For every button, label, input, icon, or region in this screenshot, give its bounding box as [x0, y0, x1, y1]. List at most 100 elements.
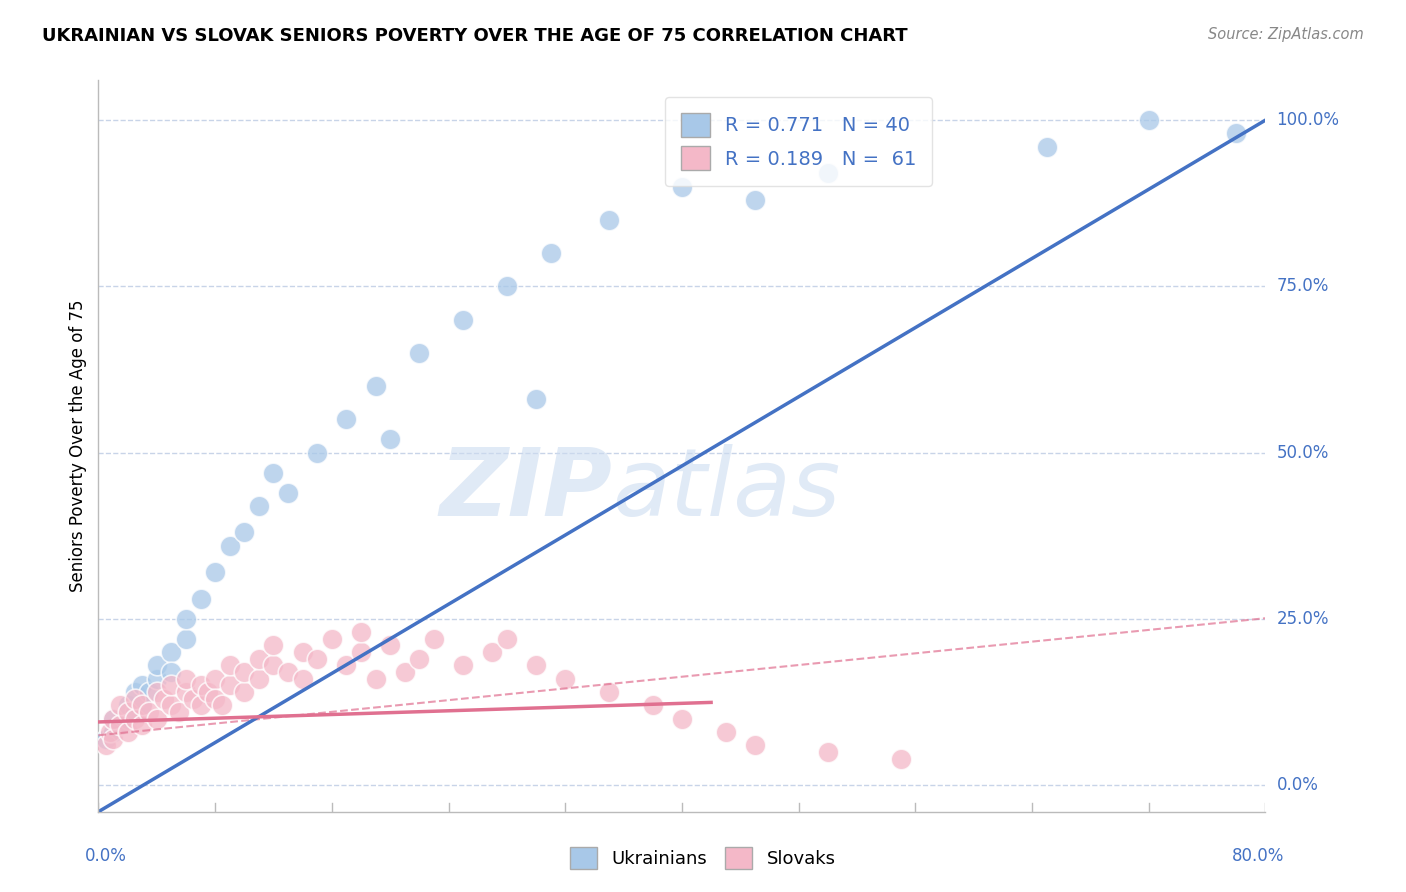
Point: [124, 691, 146, 706]
Point: [247, 672, 270, 686]
Point: [174, 685, 197, 699]
Point: [451, 658, 474, 673]
Point: [218, 658, 240, 673]
Point: [110, 718, 132, 732]
Point: [138, 705, 160, 719]
Point: [540, 246, 562, 260]
Text: 50.0%: 50.0%: [1277, 443, 1329, 462]
Point: [94, 738, 117, 752]
Point: [408, 346, 430, 360]
Point: [598, 685, 620, 699]
Point: [101, 712, 124, 726]
Point: [181, 691, 204, 706]
Point: [481, 645, 503, 659]
Point: [423, 632, 446, 646]
Point: [117, 698, 139, 713]
Point: [233, 685, 256, 699]
Text: 0.0%: 0.0%: [1277, 776, 1319, 794]
Point: [138, 685, 160, 699]
Y-axis label: Seniors Poverty Over the Age of 75: Seniors Poverty Over the Age of 75: [69, 300, 87, 592]
Point: [408, 652, 430, 666]
Legend: R = 0.771   N = 40, R = 0.189   N =  61: R = 0.771 N = 40, R = 0.189 N = 61: [665, 97, 932, 186]
Point: [307, 445, 329, 459]
Point: [817, 166, 839, 180]
Point: [204, 566, 226, 580]
Point: [554, 672, 576, 686]
Point: [335, 658, 357, 673]
Point: [277, 485, 299, 500]
Point: [131, 718, 153, 732]
Point: [744, 738, 766, 752]
Point: [167, 705, 190, 719]
Text: atlas: atlas: [612, 444, 841, 535]
Point: [174, 672, 197, 686]
Legend: Ukrainians, Slovaks: Ukrainians, Slovaks: [561, 838, 845, 879]
Point: [160, 698, 183, 713]
Point: [197, 685, 219, 699]
Point: [364, 379, 387, 393]
Point: [117, 712, 139, 726]
Point: [190, 678, 212, 692]
Point: [218, 678, 240, 692]
Point: [394, 665, 416, 679]
Point: [204, 691, 226, 706]
Point: [124, 685, 146, 699]
Point: [350, 645, 373, 659]
Point: [174, 632, 197, 646]
Point: [247, 652, 270, 666]
Text: ZIP: ZIP: [439, 444, 612, 536]
Point: [146, 658, 169, 673]
Text: 75.0%: 75.0%: [1277, 277, 1329, 295]
Point: [364, 672, 387, 686]
Point: [211, 698, 233, 713]
Point: [714, 725, 737, 739]
Point: [291, 672, 314, 686]
Point: [641, 698, 664, 713]
Point: [817, 745, 839, 759]
Point: [160, 678, 183, 692]
Point: [233, 665, 256, 679]
Point: [350, 625, 373, 640]
Point: [451, 312, 474, 326]
Point: [495, 279, 517, 293]
Point: [190, 591, 212, 606]
Point: [335, 412, 357, 426]
Point: [110, 718, 132, 732]
Point: [124, 712, 146, 726]
Point: [1137, 113, 1160, 128]
Point: [101, 712, 124, 726]
Point: [124, 705, 146, 719]
Point: [524, 658, 547, 673]
Point: [378, 433, 402, 447]
Point: [671, 179, 693, 194]
Point: [233, 525, 256, 540]
Point: [98, 725, 121, 739]
Point: [524, 392, 547, 407]
Point: [131, 698, 153, 713]
Point: [277, 665, 299, 679]
Text: UKRAINIAN VS SLOVAK SENIORS POVERTY OVER THE AGE OF 75 CORRELATION CHART: UKRAINIAN VS SLOVAK SENIORS POVERTY OVER…: [42, 27, 908, 45]
Text: 80.0%: 80.0%: [1232, 847, 1285, 864]
Point: [1225, 127, 1247, 141]
Point: [153, 691, 176, 706]
Point: [321, 632, 343, 646]
Text: Source: ZipAtlas.com: Source: ZipAtlas.com: [1208, 27, 1364, 42]
Point: [262, 639, 284, 653]
Text: 25.0%: 25.0%: [1277, 610, 1329, 628]
Text: 0.0%: 0.0%: [84, 847, 127, 864]
Point: [146, 712, 169, 726]
Text: 100.0%: 100.0%: [1277, 112, 1340, 129]
Point: [204, 672, 226, 686]
Point: [146, 672, 169, 686]
Point: [291, 645, 314, 659]
Point: [598, 213, 620, 227]
Point: [307, 652, 329, 666]
Point: [146, 685, 169, 699]
Point: [174, 612, 197, 626]
Point: [495, 632, 517, 646]
Point: [262, 658, 284, 673]
Point: [117, 705, 139, 719]
Point: [101, 731, 124, 746]
Point: [247, 499, 270, 513]
Point: [131, 678, 153, 692]
